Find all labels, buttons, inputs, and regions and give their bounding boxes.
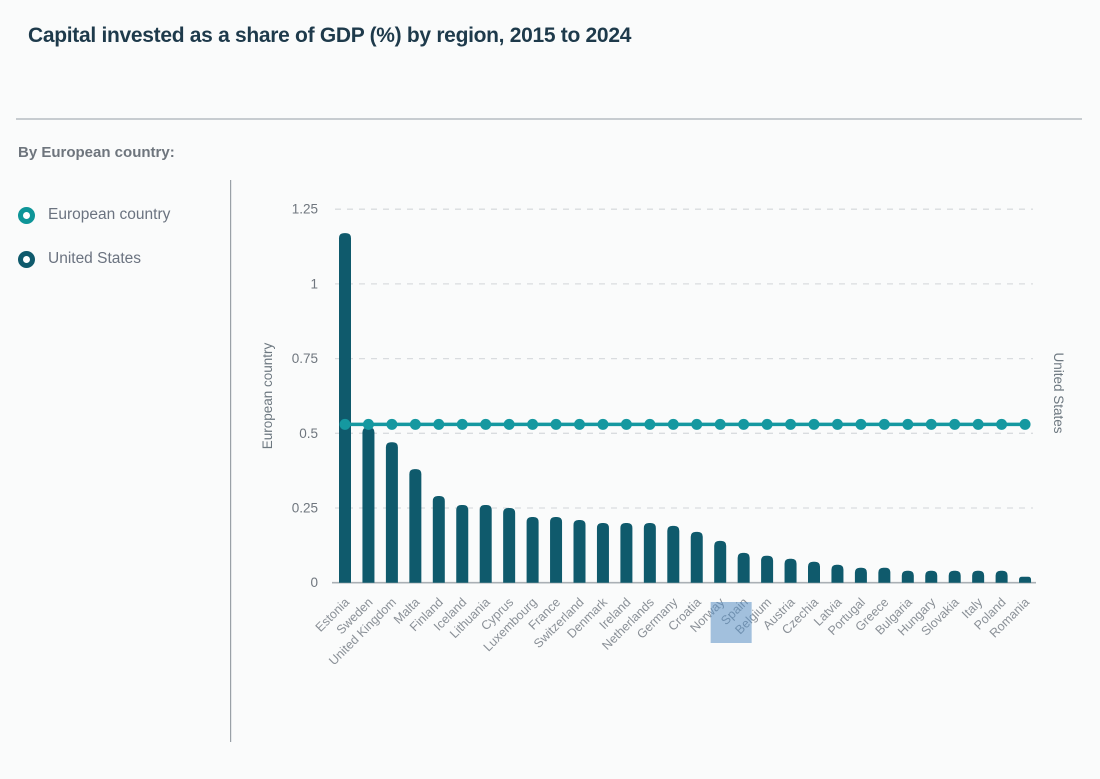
header-divider <box>16 118 1082 120</box>
y-tick-label-0.5: 0.5 <box>299 426 318 441</box>
us-line-marker-lithuania[interactable] <box>480 418 492 430</box>
legend-item-european-country[interactable]: European country <box>18 206 170 224</box>
legend: European country United States <box>18 206 170 268</box>
us-line-marker-united-kingdom[interactable] <box>386 418 398 430</box>
us-line-marker-hungary[interactable] <box>925 418 937 430</box>
us-line-marker-belgium[interactable] <box>761 418 773 430</box>
bar-poland[interactable] <box>995 570 1008 583</box>
us-line-marker-denmark[interactable] <box>597 418 609 430</box>
us-line-marker-italy[interactable] <box>972 418 984 430</box>
page-title: Capital invested as a share of GDP (%) b… <box>28 24 632 47</box>
us-line-marker-ireland[interactable] <box>620 418 632 430</box>
bar-germany[interactable] <box>667 525 680 583</box>
bar-france[interactable] <box>550 516 563 583</box>
highlight-spain[interactable] <box>710 602 752 643</box>
us-line-marker-spain[interactable] <box>738 418 750 430</box>
y-tick-label-1: 1 <box>310 276 318 291</box>
us-line-marker-croatia[interactable] <box>691 418 703 430</box>
bar-czechia[interactable] <box>808 561 820 583</box>
bar-bulgaria[interactable] <box>901 570 914 583</box>
us-line-marker-estonia[interactable] <box>339 418 351 430</box>
bar-sweden[interactable] <box>362 427 375 583</box>
bar-portugal[interactable] <box>854 567 867 583</box>
us-line-marker-luxembourg[interactable] <box>527 418 539 430</box>
bar-switzerland[interactable] <box>573 519 586 583</box>
bar-austria[interactable] <box>784 558 797 583</box>
y-tick-label-1.25: 1.25 <box>292 202 318 217</box>
legend-item-united-states[interactable]: United States <box>18 250 170 268</box>
us-line-marker-iceland[interactable] <box>456 418 468 430</box>
us-line-marker-norway[interactable] <box>714 418 726 430</box>
bar-hungary[interactable] <box>925 570 938 583</box>
bar-greece[interactable] <box>878 567 891 583</box>
us-line-marker-czechia[interactable] <box>808 418 820 430</box>
bar-norway[interactable] <box>714 540 727 583</box>
bar-slovakia[interactable] <box>948 570 961 583</box>
us-line-marker-austria[interactable] <box>785 418 797 430</box>
bar-malta[interactable] <box>409 469 422 583</box>
bar-netherlands[interactable] <box>643 522 656 583</box>
bar-croatia[interactable] <box>690 531 703 583</box>
legend-dot-european-country-icon <box>18 206 35 224</box>
y-axis-title-right: United States <box>1051 352 1066 433</box>
bar-iceland[interactable] <box>456 505 469 583</box>
bar-united-kingdom[interactable] <box>385 442 398 583</box>
us-line-marker-germany[interactable] <box>667 418 679 430</box>
us-line-marker-france[interactable] <box>550 418 562 430</box>
bar-denmark[interactable] <box>596 522 609 583</box>
y-tick-label-0.75: 0.75 <box>292 351 318 366</box>
bar-cyprus[interactable] <box>503 508 516 583</box>
y-tick-label-0.25: 0.25 <box>292 501 318 516</box>
legend-dot-united-states-icon <box>18 250 35 268</box>
bar-lithuania[interactable] <box>479 505 492 583</box>
bar-estonia[interactable] <box>339 233 351 583</box>
us-line-marker-finland[interactable] <box>433 418 445 430</box>
bar-latvia[interactable] <box>831 564 844 583</box>
us-line-marker-romania[interactable] <box>1019 418 1031 430</box>
bar-spain[interactable] <box>737 552 750 583</box>
legend-label-united-states: United States <box>48 250 142 267</box>
bar-italy[interactable] <box>972 570 985 583</box>
us-line-marker-netherlands[interactable] <box>644 418 656 430</box>
bar-belgium[interactable] <box>761 555 774 583</box>
us-line-marker-portugal[interactable] <box>855 418 867 430</box>
us-line-marker-poland[interactable] <box>996 418 1008 430</box>
us-line-marker-slovakia[interactable] <box>949 418 961 430</box>
us-line-marker-cyprus[interactable] <box>503 418 515 430</box>
bar-finland[interactable] <box>432 496 445 583</box>
us-line-marker-latvia[interactable] <box>831 418 843 430</box>
section-label: By European country: <box>18 144 175 161</box>
y-tick-label-0: 0 <box>310 575 318 590</box>
us-line-marker-switzerland[interactable] <box>574 418 585 430</box>
us-line-marker-bulgaria[interactable] <box>902 418 914 430</box>
bar-ireland[interactable] <box>620 522 633 583</box>
bar-romania[interactable] <box>1019 576 1032 583</box>
us-line-marker-sweden[interactable] <box>362 418 374 430</box>
bar-luxembourg[interactable] <box>526 516 539 583</box>
legend-label-european-country: European country <box>48 206 171 223</box>
us-line-marker-greece[interactable] <box>878 418 890 430</box>
y-axis-title-left: European country <box>260 342 275 449</box>
us-line-marker-malta[interactable] <box>409 418 421 430</box>
